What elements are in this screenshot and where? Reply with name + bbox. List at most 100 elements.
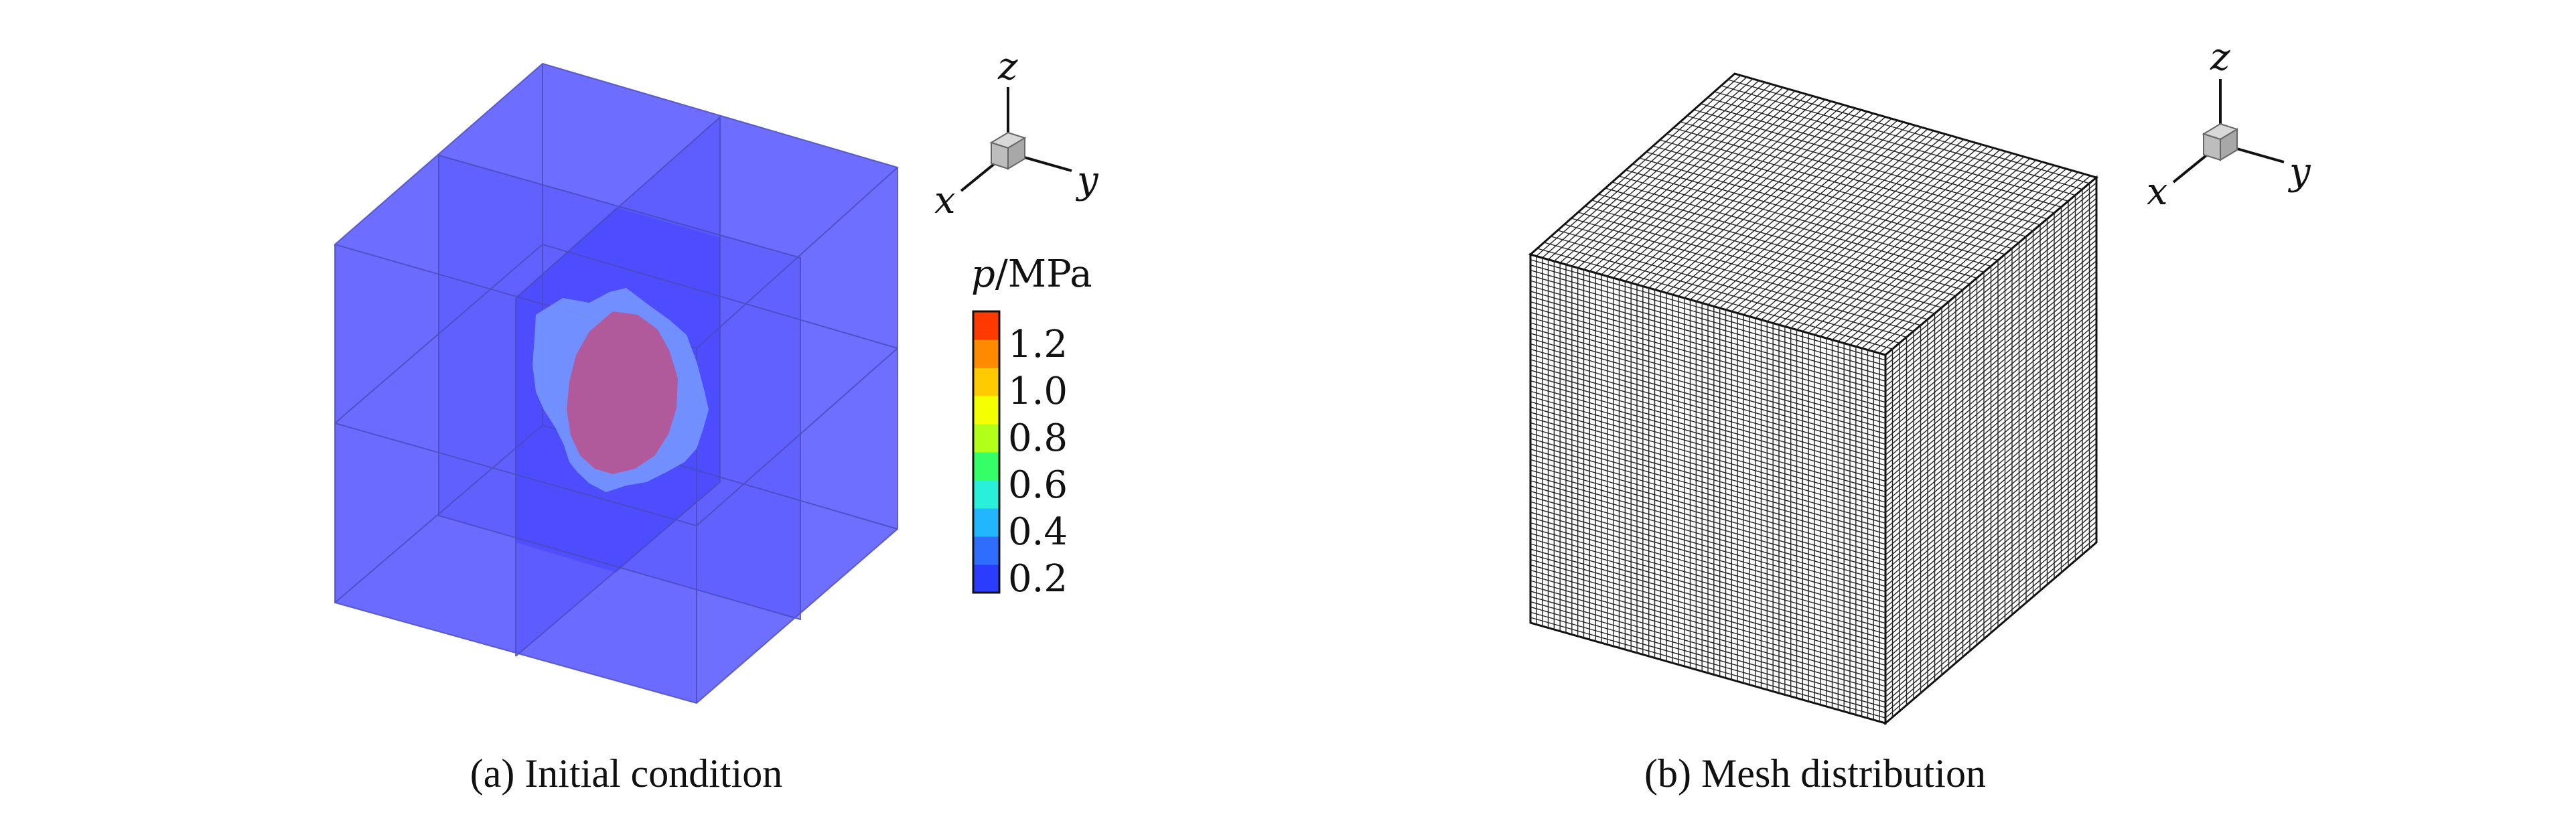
colorbar-band bbox=[973, 536, 999, 565]
mesh-line bbox=[1557, 230, 1914, 332]
mesh-line bbox=[1714, 91, 2076, 196]
mesh-line bbox=[1564, 224, 1921, 326]
mesh-line bbox=[1530, 301, 1886, 403]
pressure-blob bbox=[532, 288, 709, 492]
mesh-line bbox=[1530, 370, 1886, 471]
mesh-line bbox=[1885, 521, 2097, 703]
colorbar-band bbox=[973, 452, 999, 481]
mesh-line bbox=[1530, 459, 1886, 561]
mesh-line bbox=[1530, 422, 1886, 524]
colorbar-tick-label: 0.8 bbox=[1008, 417, 1068, 460]
mesh-line bbox=[1885, 317, 2097, 498]
mesh-line bbox=[1885, 250, 2097, 429]
colorbar-tick-label: 0.6 bbox=[1008, 463, 1068, 507]
colorbar-tick-label: 1.2 bbox=[1008, 323, 1068, 366]
mesh-line bbox=[1530, 285, 1886, 387]
mesh-line bbox=[1530, 433, 1886, 534]
mesh-line bbox=[1885, 510, 2097, 692]
mesh-line bbox=[1544, 242, 1900, 344]
mesh-line bbox=[1530, 401, 1886, 503]
mesh-line bbox=[1885, 443, 2097, 624]
colorbar-ticks: 1.21.00.80.60.40.2 bbox=[1008, 323, 1068, 601]
mesh-line bbox=[1885, 265, 2097, 445]
mesh-line bbox=[1530, 501, 1886, 603]
mesh-line bbox=[1530, 396, 1886, 498]
mesh-line bbox=[1721, 85, 2083, 190]
mesh-line bbox=[1885, 380, 2097, 560]
mesh-line bbox=[1530, 575, 1886, 676]
colorbar-frame bbox=[972, 310, 1001, 594]
mesh-line bbox=[1530, 496, 1886, 598]
mesh-line bbox=[1530, 380, 1886, 482]
mesh-line bbox=[1530, 333, 1886, 435]
mesh-line bbox=[1885, 432, 2097, 613]
mesh-line bbox=[1885, 417, 2097, 597]
mesh-line bbox=[1885, 328, 2097, 508]
mesh-line bbox=[1885, 401, 2097, 582]
colorbar-band bbox=[973, 565, 999, 593]
mesh-line bbox=[1530, 480, 1886, 582]
mesh-line bbox=[1687, 115, 2048, 220]
mesh-line bbox=[1885, 260, 2097, 440]
mesh-line bbox=[1707, 97, 2069, 202]
mesh-line bbox=[1530, 438, 1886, 540]
mesh-line bbox=[1530, 296, 1886, 398]
mesh-line bbox=[1530, 617, 1886, 719]
caption-b: (b) Mesh distribution bbox=[1644, 751, 1986, 796]
mesh-line bbox=[1530, 517, 1886, 619]
mesh-line bbox=[1530, 375, 1886, 477]
axis-z-label: z bbox=[2210, 35, 2230, 79]
mesh-line bbox=[1530, 464, 1886, 566]
mesh-line bbox=[1885, 333, 2097, 514]
mesh-line bbox=[1885, 271, 2097, 450]
mesh-line bbox=[1626, 169, 1985, 273]
panel-a: z y x p/MPa 1.21.00.80.60.40.2 (a) Initi… bbox=[333, 45, 1099, 796]
colorbar: p/MPa 1.21.00.80.60.40.2 bbox=[971, 252, 1092, 601]
mesh-line bbox=[1885, 312, 2097, 492]
mesh-line bbox=[1530, 559, 1886, 661]
mesh-line bbox=[1632, 163, 1991, 267]
mesh-line bbox=[1530, 564, 1886, 666]
mesh-line bbox=[1530, 354, 1886, 455]
mesh-line bbox=[1530, 417, 1886, 519]
mesh-line bbox=[1885, 531, 2097, 713]
mesh-line bbox=[1530, 385, 1886, 487]
axis-cube-b bbox=[2202, 123, 2239, 161]
mesh-line bbox=[1885, 349, 2097, 529]
mesh-line bbox=[1659, 139, 2019, 243]
axis-cube-a bbox=[989, 131, 1027, 170]
mesh-line bbox=[1885, 411, 2097, 593]
mesh-line bbox=[1530, 538, 1886, 640]
mesh-line bbox=[1530, 453, 1886, 556]
mesh-line bbox=[1885, 297, 2097, 477]
mesh-line bbox=[1885, 437, 2097, 619]
mesh-line bbox=[1530, 291, 1886, 392]
mesh-line bbox=[1885, 213, 2097, 392]
mesh-line bbox=[1530, 543, 1886, 645]
mesh-line bbox=[1598, 194, 1956, 297]
mesh-line bbox=[1885, 427, 2097, 608]
mesh-line bbox=[1885, 479, 2097, 661]
colorbar-title: p/MPa bbox=[971, 252, 1092, 296]
mesh-line bbox=[1530, 317, 1886, 419]
mesh-line bbox=[1591, 200, 1949, 303]
mesh-line bbox=[1885, 291, 2097, 471]
mesh-line bbox=[1885, 364, 2097, 545]
mesh-line bbox=[1530, 427, 1886, 529]
mesh-line bbox=[1885, 422, 2097, 603]
mesh-line bbox=[1530, 449, 1886, 550]
axis-z-label: z bbox=[997, 45, 1018, 88]
mesh-line bbox=[1530, 406, 1886, 508]
mesh-line bbox=[1530, 390, 1886, 492]
mesh-line bbox=[1885, 390, 2097, 571]
mesh-line bbox=[1666, 133, 2027, 238]
mesh-line bbox=[1585, 206, 1942, 309]
mesh-line bbox=[1530, 506, 1886, 608]
mesh-line bbox=[1530, 412, 1886, 514]
mesh-line bbox=[1530, 259, 1886, 361]
mesh-line bbox=[1530, 580, 1886, 682]
mesh-line bbox=[1530, 348, 1886, 451]
mesh-line bbox=[1530, 548, 1886, 650]
mesh-line bbox=[1885, 255, 2097, 435]
